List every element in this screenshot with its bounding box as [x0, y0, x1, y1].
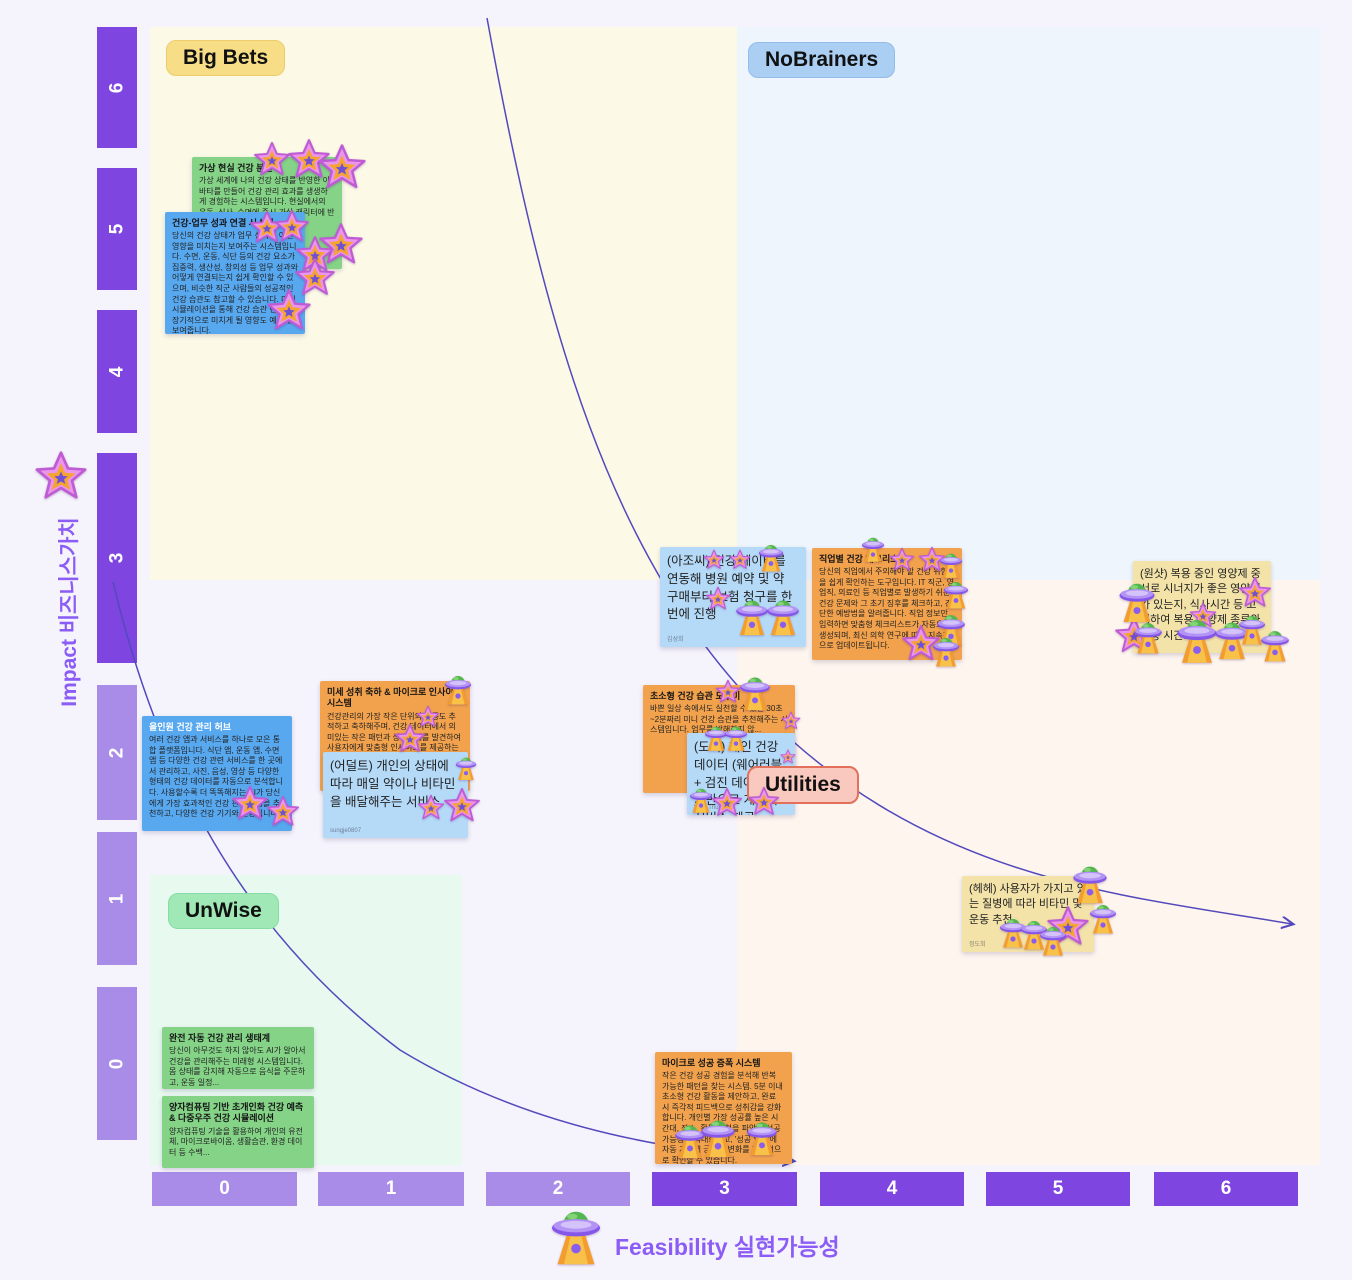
quadrant-label-unwise[interactable]: UnWise — [168, 893, 279, 929]
note-title: 미세 성취 축하 & 마이크로 인사이트 시스템 — [327, 687, 462, 709]
x-axis-block-2: 2 — [486, 1172, 630, 1206]
note-author: 정도희 — [969, 942, 986, 948]
y-axis-value: 6 — [105, 82, 127, 93]
note-body: (아조씨) 건강 데이터를 연동해 병원 예약 및 약 구매부터 보험 청구를 … — [667, 554, 793, 622]
quadrant-label-big-bets[interactable]: Big Bets — [166, 40, 286, 76]
note-title: 마이크로 성공 증폭 시스템 — [662, 1058, 761, 1068]
note-title: 완전 자동 건강 관리 생태계 — [169, 1033, 271, 1043]
note-body: 당신의 직업에서 주의해야 할 건강 위험을 쉽게 확인하는 도구입니다. IT… — [819, 567, 955, 651]
note-body: (원샷) 복용 중인 영양제 중 서로 시너지가 좋은 영양제가 있는지, 식사… — [1140, 568, 1261, 642]
x-axis-block-6: 6 — [1154, 1172, 1298, 1206]
y-axis-block-0: 0 — [97, 987, 137, 1140]
note-body: 당신의 건강 상태가 업무 성과에 어떤 영향을 미치는지 보여주는 시스템입니… — [172, 231, 298, 334]
note-author: 김성희 — [667, 637, 684, 643]
y-axis-block-1: 1 — [97, 832, 137, 965]
y-axis-block-5: 5 — [97, 168, 137, 290]
sticky-note-adult-delivery[interactable]: (어덜트) 개인의 상태에 따라 매일 약이나 비타민을 배달해주는 서비스 su… — [323, 752, 468, 838]
note-body: (어덜트) 개인의 상태에 따라 매일 약이나 비타민을 배달해주는 서비스 — [330, 759, 456, 809]
note-title: 양자컴퓨팅 기반 초개인화 건강 예측 & 다중우주 건강 시뮬레이션 — [169, 1102, 304, 1124]
note-title: 올인원 건강 관리 허브 — [149, 722, 232, 732]
quadrant-label-utilities[interactable]: Utilities — [747, 766, 859, 804]
x-axis-value: 2 — [552, 1178, 564, 1199]
y-axis-value: 3 — [105, 552, 127, 564]
note-body: 당신이 아무것도 하지 않아도 AI가 알아서 건강을 관리해주는 미래형 시스… — [169, 1046, 306, 1087]
note-body: 양자컴퓨팅 기술을 활용하여 개인의 유전체, 마이크로바이옴, 생활습관, 환… — [169, 1126, 304, 1157]
note-body: 여러 건강 앱과 서비스를 하나로 모은 통합 플랫폼입니다. 식단 앱, 운동… — [149, 735, 284, 819]
x-axis-value: 4 — [886, 1178, 898, 1199]
ufo-vote-icon — [552, 1211, 600, 1265]
y-axis-value: 2 — [105, 747, 127, 758]
y-axis-value: 4 — [105, 366, 127, 377]
sticky-note-quantum-sim[interactable]: 양자컴퓨팅 기반 초개인화 건강 예측 & 다중우주 건강 시뮬레이션 양자컴퓨팅… — [162, 1096, 314, 1168]
y-axis-value: 5 — [105, 223, 127, 235]
y-axis-title: Impact 비즈니스가치 — [58, 517, 81, 707]
x-axis-value: 6 — [1220, 1178, 1232, 1199]
sticky-note-oneshot[interactable]: (원샷) 복용 중인 영양제 중 서로 시너지가 좋은 영양제가 있는지, 식사… — [1133, 561, 1271, 653]
x-axis-value: 1 — [385, 1178, 397, 1199]
y-axis-value: 1 — [105, 893, 127, 904]
quadrant-nobrainers-area — [737, 27, 1320, 580]
y-axis-value: 0 — [105, 1058, 127, 1069]
note-title: 직업별 건강 체크리스트 — [819, 554, 907, 564]
x-axis-value: 5 — [1052, 1178, 1064, 1199]
x-axis-block-5: 5 — [986, 1172, 1130, 1206]
note-body: 작은 건강 성공 경험을 분석해 반복 가능한 패턴을 찾는 시스템. 5분 이… — [662, 1071, 783, 1164]
x-axis-title: Feasibility 실현가능성 — [615, 1234, 840, 1260]
x-axis-block-1: 1 — [318, 1172, 464, 1206]
note-body: (헤헤) 사용자가 가지고 있는 질병에 따라 비타민 및 운동 추천 — [969, 883, 1087, 926]
x-axis-block-0: 0 — [152, 1172, 297, 1206]
y-axis-block-2: 2 — [97, 685, 137, 820]
quadrant-utilities-area — [737, 580, 1320, 1165]
star-vote-icon — [35, 451, 87, 499]
note-body: 바쁜 일상 속에서도 실천할 수 있는 30초~2분짜리 미니 건강 습관을 추… — [650, 704, 788, 735]
x-axis-value: 3 — [719, 1178, 730, 1199]
y-axis-block-4: 4 — [97, 310, 137, 433]
note-author: Uma Thurman — [694, 805, 733, 811]
y-axis-block-3: 3 — [97, 453, 137, 663]
sticky-note-ajossi[interactable]: (아조씨) 건강 데이터를 연동해 병원 예약 및 약 구매부터 보험 청구를 … — [660, 547, 806, 647]
note-title: 건강-업무 성과 연결 시스템 — [172, 218, 274, 228]
x-axis-value: 0 — [219, 1178, 230, 1199]
note-title: 가상 현실 건강 분신 — [199, 163, 273, 173]
note-title: 초소형 건강 습관 도우미 — [650, 691, 741, 701]
note-author: sungje0807 — [330, 828, 362, 834]
x-axis-block-4: 4 — [820, 1172, 964, 1206]
y-axis-block-6: 6 — [97, 27, 137, 148]
quadrant-label-nobrainers[interactable]: NoBrainers — [748, 42, 896, 78]
x-axis-block-3: 3 — [652, 1172, 797, 1206]
